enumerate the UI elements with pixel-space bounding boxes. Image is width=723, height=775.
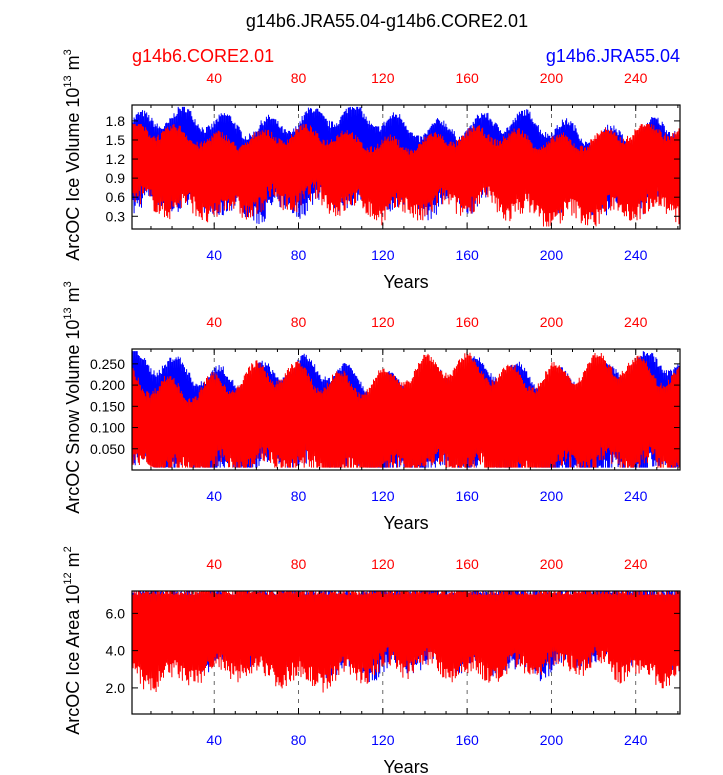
legend-left-label: g14b6.CORE2.01	[132, 46, 274, 66]
y-tick-label: 2.0	[106, 680, 126, 696]
x-tick-label-top: 240	[624, 314, 648, 330]
x-tick-label-bottom: 40	[206, 488, 222, 504]
y-tick-label: 0.150	[90, 398, 125, 414]
y-tick-label: 0.100	[90, 420, 125, 436]
series-line-g14b6.CORE2.01	[131, 124, 681, 227]
x-tick-label-top: 200	[540, 314, 564, 330]
y-tick-label: 4.0	[106, 643, 126, 659]
y-axis-unit-exponent: 13	[62, 75, 74, 87]
x-tick-label-top: 200	[540, 556, 564, 572]
x-tick-label-top: 240	[624, 556, 648, 572]
x-tick-label-top: 120	[371, 70, 395, 86]
y-axis-unit-power: 2	[62, 546, 74, 552]
y-tick-label: 0.200	[90, 377, 125, 393]
y-axis-title-text: ArcOC Ice Area 10	[63, 585, 83, 735]
plot-frame	[131, 104, 681, 230]
y-axis-unit-power: 3	[62, 49, 74, 55]
y-tick-label: 0.3	[106, 208, 126, 224]
x-tick-label-top: 160	[455, 556, 479, 572]
x-tick-label-bottom: 200	[540, 247, 564, 263]
x-tick-label-bottom: 200	[540, 488, 564, 504]
legend-right-label: g14b6.JRA55.04	[546, 46, 680, 66]
x-tick-label-bottom: 40	[206, 247, 222, 263]
y-axis-title: ArcOC Snow Volume 1013 m3	[62, 281, 83, 513]
figure-title: g14b6.JRA55.04-g14b6.CORE2.01	[246, 11, 528, 31]
x-tick-label-bottom: 240	[624, 247, 648, 263]
x-tick-label-top: 40	[206, 556, 222, 572]
y-axis-unit-exponent: 12	[62, 572, 74, 584]
x-tick-label-bottom: 240	[624, 732, 648, 748]
series-line-g14b6.CORE2.01	[131, 351, 681, 468]
x-tick-label-top: 40	[206, 314, 222, 330]
series-line-g14b6.CORE2.01	[131, 590, 681, 693]
y-tick-label: 1.2	[106, 151, 126, 167]
x-tick-label-top: 240	[624, 70, 648, 86]
x-tick-label-top: 80	[291, 70, 307, 86]
y-axis-unit: m	[63, 552, 83, 572]
y-axis-unit: m	[63, 55, 83, 75]
y-axis-unit: m	[63, 287, 83, 307]
y-tick-label: 1.8	[106, 113, 126, 129]
x-tick-label-top: 80	[291, 314, 307, 330]
x-tick-label-bottom: 200	[540, 732, 564, 748]
y-axis-unit-power: 3	[62, 281, 74, 287]
y-axis-unit-exponent: 13	[62, 307, 74, 319]
x-tick-label-bottom: 160	[455, 247, 479, 263]
x-tick-label-top: 120	[371, 556, 395, 572]
x-tick-label-bottom: 80	[291, 488, 307, 504]
x-tick-label-bottom: 80	[291, 247, 307, 263]
x-axis-title: Years	[383, 272, 428, 292]
y-tick-label: 0.6	[106, 189, 126, 205]
y-tick-label: 0.050	[90, 441, 125, 457]
panels: 404080801201201601602002002402400.30.60.…	[62, 49, 681, 775]
y-tick-label: 6.0	[106, 605, 126, 621]
panel-snow-volume: 40 40 80 80 120 120 160 160 200 200 240 240 0.050 0.1…	[62, 281, 681, 533]
x-tick-label-top: 80	[291, 556, 307, 572]
x-tick-label-bottom: 120	[371, 488, 395, 504]
y-axis-title: ArcOC Ice Area 1012 m2	[62, 546, 83, 734]
x-axis-title: Years	[383, 757, 428, 775]
y-axis-title-text: ArcOC Ice Volume 10	[63, 88, 83, 261]
x-tick-label-bottom: 240	[624, 488, 648, 504]
x-tick-label-bottom: 120	[371, 247, 395, 263]
x-tick-label-bottom: 120	[371, 732, 395, 748]
x-tick-label-bottom: 160	[455, 488, 479, 504]
x-tick-label-top: 40	[206, 70, 222, 86]
panel-ice-volume: 40 40 80 80 120 120 160 160 200 200 240 240 0.3 0.6 0.…	[62, 49, 681, 292]
x-axis-title: Years	[383, 513, 428, 533]
x-tick-label-top: 120	[371, 314, 395, 330]
y-tick-label: 0.250	[90, 356, 125, 372]
y-axis-title-text: ArcOC Snow Volume 10	[63, 320, 83, 514]
plot-frame	[131, 590, 681, 715]
x-tick-label-bottom: 80	[291, 732, 307, 748]
x-tick-label-bottom: 160	[455, 732, 479, 748]
plot-frame	[131, 348, 681, 471]
y-tick-label: 1.5	[106, 132, 126, 148]
x-tick-label-top: 160	[455, 70, 479, 86]
x-tick-label-top: 160	[455, 314, 479, 330]
x-tick-label-top: 200	[540, 70, 564, 86]
x-tick-label-bottom: 40	[206, 732, 222, 748]
y-axis-title: ArcOC Ice Volume 1013 m3	[62, 49, 83, 260]
y-tick-label: 0.9	[106, 170, 126, 186]
panel-ice-area: 40 40 80 80 120 120 160 160 200 200 240 240 2.0 4.0 6.…	[62, 546, 681, 775]
